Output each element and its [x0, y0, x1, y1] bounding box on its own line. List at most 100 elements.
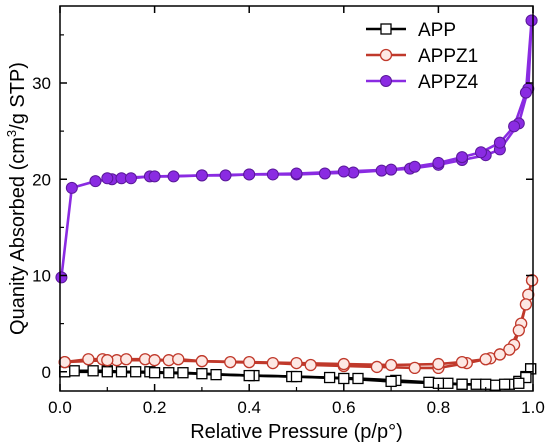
- data-point-app: [498, 378, 511, 390]
- data-point-appz1: [384, 358, 398, 372]
- data-point-appz1: [148, 354, 161, 367]
- data-point-appz4: [474, 146, 487, 159]
- data-point-appz1: [525, 274, 539, 287]
- x-tick-label: 1.0: [521, 398, 545, 417]
- legend: APP APPZ1 APPZ4: [366, 20, 479, 93]
- data-point-appz1: [455, 355, 469, 369]
- series-appz1: [58, 274, 539, 375]
- data-point-appz1: [479, 353, 492, 366]
- data-point-appz4: [219, 169, 232, 182]
- data-point-appz1: [493, 348, 507, 361]
- data-point-appz4: [195, 169, 208, 182]
- data-point-app: [470, 378, 482, 390]
- data-point-appz1: [101, 354, 114, 367]
- y-axis-title-sup: 3: [4, 130, 19, 137]
- data-point-appz4: [167, 170, 180, 183]
- data-point-appz1: [82, 353, 95, 366]
- data-point-app: [456, 378, 468, 390]
- data-point-appz4: [408, 160, 421, 173]
- data-point-appz4: [337, 165, 350, 178]
- y-tick-label: 10: [32, 267, 51, 286]
- data-point-app: [130, 366, 142, 378]
- data-point-appz4: [101, 172, 114, 185]
- data-point-app: [352, 372, 364, 385]
- legend-label: APPZ4: [418, 72, 479, 93]
- y-axis-title-tail: /g STP): [7, 62, 29, 130]
- data-point-appz1: [243, 355, 256, 369]
- data-point-app: [243, 369, 255, 382]
- data-point-app: [380, 23, 392, 35]
- x-tick-label: 0.6: [332, 398, 356, 417]
- y-axis-title-main: Quanity Absorbed (cm: [7, 137, 29, 335]
- y-tick-label: 20: [32, 170, 51, 189]
- data-point-appz1: [519, 298, 533, 311]
- data-point-appz4: [508, 120, 521, 133]
- data-point-appz1: [337, 357, 350, 371]
- legend-item-app: APP: [366, 20, 456, 41]
- data-point-appz1: [266, 356, 280, 370]
- data-point-appz1: [120, 353, 133, 366]
- data-point-appz1: [224, 355, 237, 369]
- data-point-app: [210, 368, 222, 381]
- data-point-appz1: [512, 324, 525, 337]
- data-point-app: [520, 371, 532, 384]
- series-line-appz1-desorption: [64, 279, 534, 367]
- data-point-appz1: [379, 48, 393, 62]
- data-point-appz4: [55, 271, 68, 284]
- data-point-appz4: [385, 163, 398, 176]
- axis-layer: 0.0 0.2 0.4 0.6 0.8 1.0 0 10 20 30: [32, 6, 545, 417]
- data-point-app: [115, 366, 128, 378]
- data-point-appz4: [89, 175, 102, 188]
- data-point-app: [68, 365, 80, 377]
- data-point-appz4: [519, 86, 532, 99]
- data-point-app: [385, 375, 397, 388]
- data-point-app: [148, 367, 161, 379]
- x-tick-label: 0.2: [143, 398, 167, 417]
- data-point-appz4: [243, 168, 256, 181]
- data-point-appz1: [304, 358, 317, 372]
- x-axis-title: Relative Pressure (p/p°): [190, 421, 403, 443]
- series-line-appz1-adsorption: [64, 279, 534, 370]
- data-point-appz4: [124, 172, 137, 185]
- data-point-appz1: [408, 361, 421, 375]
- series-line-appz4-desorption: [107, 20, 533, 180]
- series-layer: [55, 14, 539, 391]
- data-point-app: [163, 367, 175, 379]
- data-point-app: [101, 366, 113, 378]
- series-appz4: [55, 14, 538, 284]
- data-point-appz1: [432, 357, 445, 371]
- data-point-app: [323, 371, 336, 384]
- data-point-appz1: [172, 353, 185, 366]
- data-point-appz1: [290, 356, 303, 370]
- data-point-app: [442, 377, 454, 389]
- legend-item-appz4: APPZ4: [366, 72, 479, 93]
- x-tick-label: 0.4: [237, 398, 261, 417]
- data-point-appz4: [525, 14, 538, 27]
- x-tick-label: 0.0: [48, 398, 72, 417]
- data-point-app: [87, 365, 99, 377]
- legend-item-appz1: APPZ1: [366, 46, 478, 67]
- data-point-app: [196, 368, 208, 380]
- data-point-app: [338, 372, 350, 385]
- legend-label: APPZ1: [418, 46, 478, 67]
- x-tick-label: 0.8: [427, 398, 451, 417]
- data-point-appz1: [58, 355, 71, 369]
- y-axis-title: Quanity Absorbed (cm3/g STP): [4, 62, 29, 335]
- data-point-appz4: [318, 167, 331, 180]
- y-tick-label: 0: [42, 363, 51, 382]
- data-point-appz4: [65, 181, 78, 194]
- data-point-app: [177, 367, 189, 379]
- data-point-appz1: [503, 343, 516, 356]
- data-point-appz4: [148, 170, 161, 183]
- data-point-appz1: [195, 355, 209, 368]
- data-point-appz4: [432, 156, 445, 169]
- data-point-appz4: [493, 136, 506, 149]
- data-point-appz4: [380, 75, 392, 87]
- y-tick-label: 30: [32, 74, 51, 93]
- data-point-appz4: [266, 168, 279, 181]
- data-point-app: [513, 377, 525, 389]
- data-point-app: [489, 379, 501, 391]
- data-point-app: [290, 370, 303, 383]
- data-point-app: [423, 376, 435, 388]
